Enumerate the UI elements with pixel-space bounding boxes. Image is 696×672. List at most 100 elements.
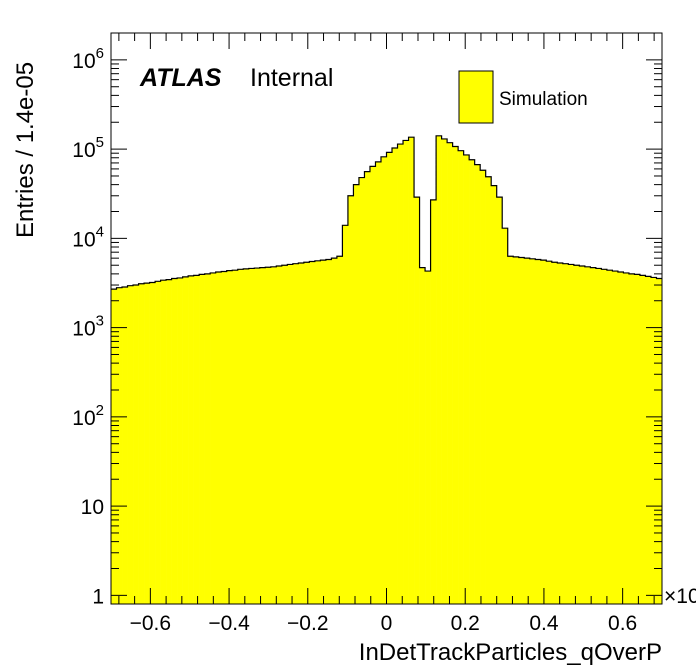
histogram-bin [645,276,652,604]
x-tick-label: 0 [381,612,393,635]
histogram-bin [298,262,305,604]
histogram-bin [551,262,558,604]
x-tick-label: 0.4 [529,612,559,635]
histogram-bin [529,258,536,604]
histogram-bin [133,285,139,604]
histogram-bin [595,268,602,604]
histogram-bin [579,266,586,604]
histogram-bin [248,268,255,604]
histogram-bin [193,275,200,604]
histogram-bin [325,259,332,604]
histogram-bin [474,164,481,604]
histogram-bin [265,267,272,604]
histogram-bin [171,278,178,604]
histogram-bin [166,279,172,604]
histogram-bin [199,274,205,604]
histogram-bin [336,256,343,604]
histogram-bin [403,140,409,605]
histogram-bin [281,265,288,604]
histogram-bin [259,267,266,604]
histogram-bin [628,273,635,604]
histogram-bin [617,271,624,604]
histogram-bin [557,262,564,604]
histogram-bin [369,166,376,604]
histogram-outline [111,135,662,290]
histogram-bin [386,152,393,604]
y-axis-title: Entries / 1.4e-05 [12,62,39,238]
x-tick-label: 0.6 [608,612,637,635]
histogram-bin [182,276,189,604]
y-tick-label: 104 [72,223,104,251]
y-tick-label: 102 [72,402,104,430]
histogram-bin [535,259,542,604]
histogram-bin [419,267,426,604]
histogram-bin [463,154,470,605]
histogram-bin [232,270,239,604]
y-axis-ticks: 1 10 102 103 104 105 106 [72,32,662,608]
histogram-bin [314,260,321,604]
histogram-bin [127,285,134,604]
histogram-bin [601,269,608,604]
histogram-bin [380,156,387,604]
histogram-bin [458,150,464,604]
histogram-bin [221,271,228,604]
x-tick-label: −0.2 [287,612,328,635]
histogram-bin [502,228,509,605]
legend-swatch [458,70,494,124]
histogram-bin [568,264,575,604]
histogram-bin [447,142,453,604]
legend: Simulation [458,70,588,124]
histogram-bin [590,267,597,604]
y-tick-label: 103 [72,313,104,341]
histogram-bin [303,262,310,604]
histogram-bin [425,271,431,604]
histogram-bin [292,263,299,604]
histogram-bin [469,159,475,604]
histogram-bin [639,275,646,604]
histogram-bin [210,272,216,604]
histogram-bin [144,283,150,604]
histogram-bin [397,144,404,604]
histogram-bin [436,135,442,605]
histogram-bin [540,260,547,604]
histogram-bin [513,256,520,604]
histogram-bin [243,268,250,604]
histogram-bin [606,270,613,604]
y-tick-label: 106 [72,45,104,73]
histogram-bin [496,197,503,604]
histogram-bin [138,283,145,604]
histogram-bin [441,138,448,604]
histogram-bin [656,278,663,604]
histogram-bin [111,289,117,604]
histogram-bin [650,277,657,604]
histogram-bin [215,271,222,604]
histogram-bin [562,263,569,604]
histogram-bin [347,195,354,605]
x-axis-multiplier: ×10 [664,585,696,608]
histogram-bin [276,266,283,604]
x-axis-ticks: −0.6 −0.4 −0.2 0 0.2 0.4 0.6 [118,33,655,635]
histogram-bin [320,260,327,604]
histogram-bin [122,287,128,604]
histogram-bin [491,185,497,604]
internal-label: Internal [250,64,333,92]
histogram-bin [155,281,161,604]
histogram-bin [226,270,233,604]
histogram-bin [524,258,531,604]
histogram-bin [392,147,398,604]
histogram-bin [204,273,211,604]
histogram-bin [485,176,492,604]
histogram-bin [364,171,371,605]
histogram-bin [149,282,156,604]
histogram-bin [573,265,580,604]
x-tick-label: −0.4 [208,612,250,635]
histogram-bin [634,274,641,604]
histogram-bin [408,137,415,605]
y-tick-label: 1 [92,585,104,608]
histogram-bin [309,261,316,604]
histogram-bin [507,256,514,604]
histogram-bin [584,266,591,604]
histogram-bin [353,184,360,604]
legend-entry-simulation: Simulation [499,89,588,110]
